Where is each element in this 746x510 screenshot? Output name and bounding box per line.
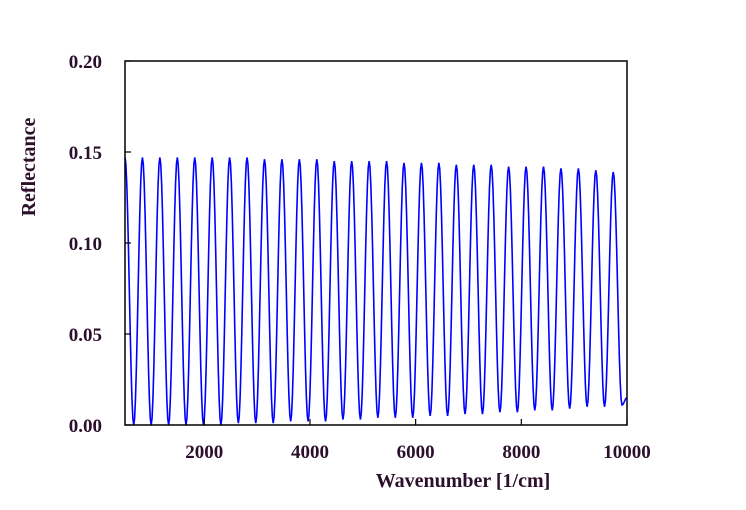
reflectance-series-group [124,157,628,426]
y-tick-label: 0.05 [69,325,102,346]
y-tick-label: 0.15 [69,143,102,164]
x-tick-label: 10000 [603,442,651,463]
y-tick-label: 0.10 [69,234,102,255]
y-axis-title: Reflectance [18,117,40,216]
y-tick-label: 0.20 [69,52,102,73]
y-axis: 0.00 0.05 0.10 0.15 0.20 [69,52,131,437]
reflectance-series-line [124,157,628,426]
x-tick-label: 2000 [185,442,223,463]
x-tick-label: 4000 [291,442,329,463]
x-axis-title: Wavenumber [1/cm] [376,470,551,492]
x-tick-label: 8000 [502,442,540,463]
x-axis: 2000 4000 6000 8000 10000 [185,419,651,463]
x-tick-label: 6000 [397,442,435,463]
y-tick-label: 0.00 [69,416,102,437]
